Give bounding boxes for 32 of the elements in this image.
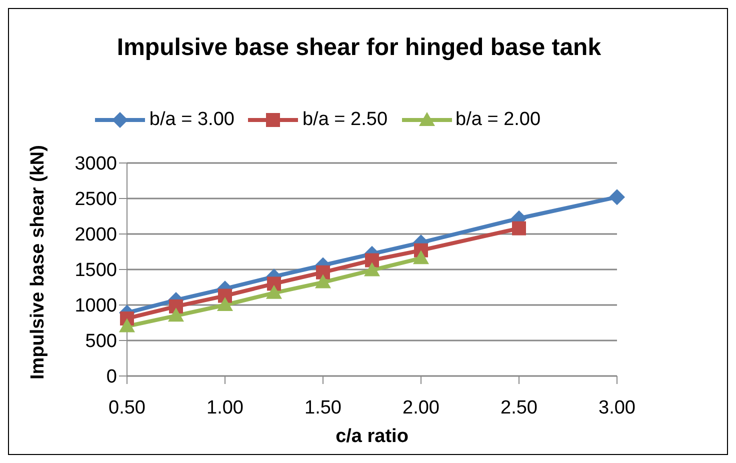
x-tick-label: 0.50	[108, 397, 146, 418]
point	[266, 284, 282, 299]
point	[217, 297, 233, 311]
point	[512, 221, 526, 236]
point	[168, 308, 184, 322]
chart-title: Impulsive base shear for hinged base tank	[116, 33, 602, 63]
point	[315, 274, 331, 288]
legend-label: b/a = 2.50	[302, 109, 388, 131]
legend-label: b/a = 3.00	[149, 109, 234, 131]
y-tick-label: 3000	[74, 154, 117, 175]
y-tick-label: 1000	[74, 296, 117, 317]
point	[316, 265, 330, 280]
y-tick-label: 0	[106, 366, 117, 388]
y-tick-label: 2000	[74, 224, 117, 246]
x-tick-label: 2.00	[402, 397, 440, 418]
point	[364, 262, 380, 276]
point	[413, 250, 429, 264]
y-tick-label: 1500	[74, 260, 117, 282]
point	[119, 318, 135, 332]
y-axis-title: Impulsive base shear (kN)	[28, 145, 49, 380]
point	[609, 189, 625, 206]
point	[365, 253, 379, 268]
point	[267, 276, 281, 291]
legend-label: b/a = 2.00	[456, 109, 541, 131]
x-axis-title: c/a ratio	[336, 426, 408, 447]
point	[169, 299, 183, 314]
x-tick-label: 3.00	[598, 397, 636, 418]
y-tick-label: 500	[85, 331, 117, 352]
x-tick-label: 2.50	[500, 397, 538, 418]
x-tick-label: 1.00	[206, 397, 244, 418]
x-tick-label: 1.50	[304, 397, 342, 418]
y-tick-label: 2500	[74, 189, 117, 210]
